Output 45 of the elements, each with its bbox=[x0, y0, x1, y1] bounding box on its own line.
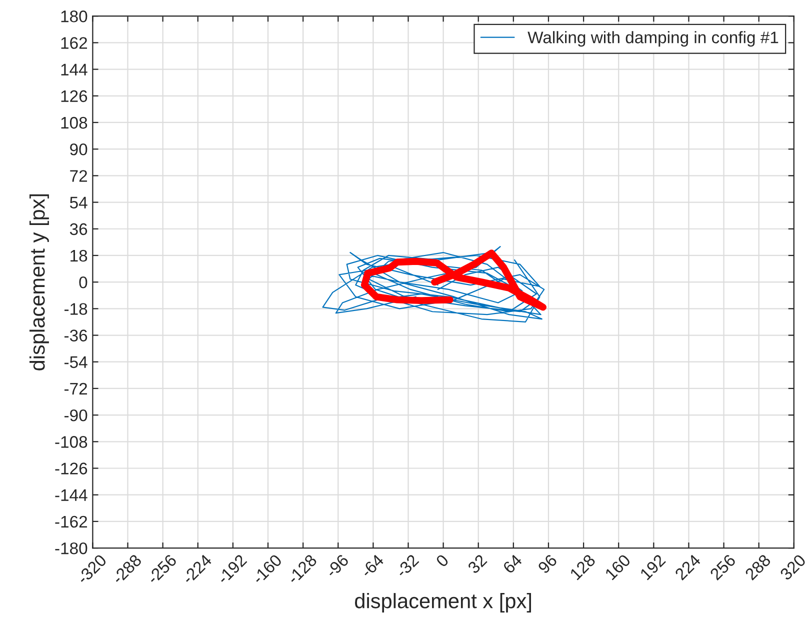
x-tick-label: -96 bbox=[324, 554, 350, 578]
x-tick-label: 256 bbox=[709, 554, 736, 581]
y-tick-label: 72 bbox=[70, 170, 87, 182]
y-tick-label: 90 bbox=[70, 143, 88, 156]
x-tick-label: -192 bbox=[216, 554, 248, 585]
x-tick-label: 288 bbox=[744, 554, 772, 581]
x-tick-label: 128 bbox=[569, 554, 596, 580]
y-tick-label: 18 bbox=[70, 250, 88, 262]
x-tick-label: -288 bbox=[111, 554, 142, 585]
x-tick-label: 192 bbox=[640, 554, 666, 580]
x-tick-label: -320 bbox=[76, 554, 108, 585]
x-tick-label: 320 bbox=[779, 554, 806, 581]
x-tick-label: 224 bbox=[674, 554, 702, 581]
legend-label: Walking with damping in config #1 bbox=[528, 31, 778, 47]
y-tick-label: -90 bbox=[64, 409, 88, 422]
y-tick-label: 108 bbox=[61, 116, 88, 129]
x-tick-label: 0 bbox=[435, 554, 450, 568]
x-axis-title: displacement x [px] bbox=[355, 593, 531, 612]
x-tick-label: -32 bbox=[395, 554, 420, 578]
y-tick-label: -108 bbox=[55, 436, 88, 448]
y-tick-label: -18 bbox=[64, 303, 88, 315]
y-tick-label: 0 bbox=[79, 276, 88, 288]
y-tick-label: -54 bbox=[64, 356, 88, 368]
y-tick-label: 126 bbox=[61, 90, 88, 102]
y-axis-title: displacement y [px] bbox=[30, 194, 49, 370]
y-tick-label: 162 bbox=[61, 37, 87, 49]
y-tick-label: -72 bbox=[64, 382, 87, 394]
x-tick-label: -256 bbox=[146, 554, 178, 585]
x-tick-label: -160 bbox=[252, 554, 282, 585]
x-tick-label: 64 bbox=[502, 554, 523, 574]
y-tick-label: -126 bbox=[55, 462, 88, 474]
x-tick-label: 96 bbox=[537, 554, 558, 574]
x-tick-label: 160 bbox=[604, 554, 632, 580]
y-tick-label: -144 bbox=[55, 489, 88, 501]
x-tick-label: -64 bbox=[360, 554, 385, 578]
y-tick-label: 180 bbox=[61, 10, 88, 22]
y-tick-label: 144 bbox=[61, 64, 88, 76]
x-tick-label: -128 bbox=[286, 554, 318, 585]
y-tick-label: 54 bbox=[70, 196, 88, 208]
x-tick-label: -224 bbox=[181, 554, 212, 585]
x-tick-label: 32 bbox=[467, 554, 488, 574]
y-tick-label: 36 bbox=[70, 223, 88, 236]
y-tick-label: -36 bbox=[64, 330, 88, 342]
y-tick-label: -162 bbox=[55, 516, 87, 528]
y-tick-label: -180 bbox=[55, 542, 88, 554]
